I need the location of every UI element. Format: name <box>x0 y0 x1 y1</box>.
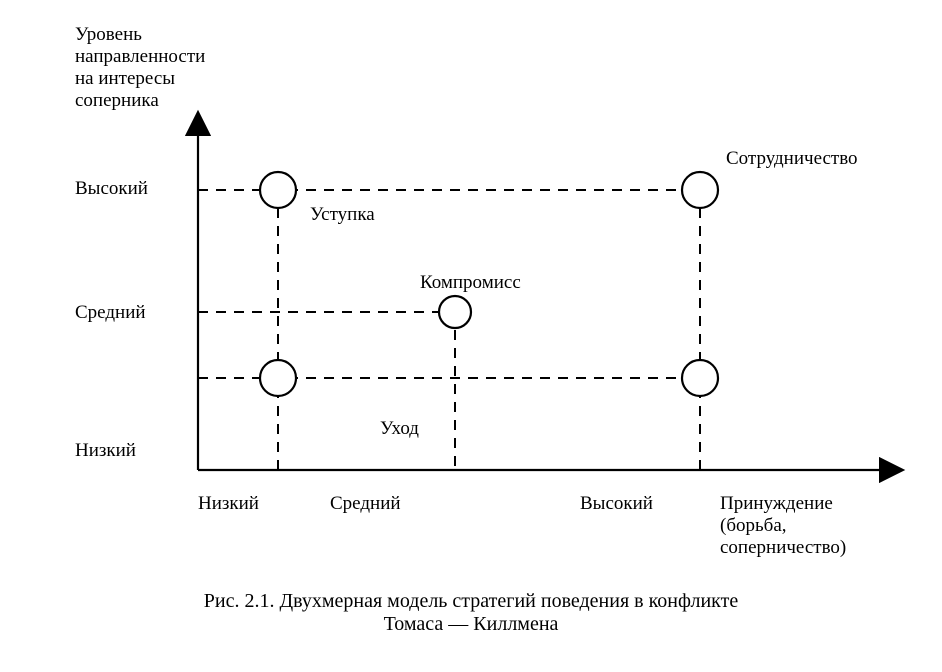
point-prinuzhdenie <box>682 360 718 396</box>
figure-caption: Рис. 2.1. Двухмерная модель стратегий по… <box>0 590 942 636</box>
point-ustupka <box>260 172 296 208</box>
point-label-kompromiss: Компромисс <box>420 272 521 294</box>
point-label-sotrudnichestvo: Сотрудничество <box>726 148 858 170</box>
x-tick-low: Низкий <box>198 493 259 515</box>
point-label-ustupka: Уступка <box>310 204 375 226</box>
point-kompromiss <box>439 296 471 328</box>
x-tick-mid: Средний <box>330 493 401 515</box>
point-sotrudnichestvo <box>682 172 718 208</box>
x-tick-high: Высокий <box>580 493 653 515</box>
y-axis-title: Уровень направленности на интересы сопер… <box>75 24 205 111</box>
point-label-ukhod: Уход <box>380 418 419 440</box>
point-ukhod <box>260 360 296 396</box>
figure-stage: Уровень направленности на интересы сопер… <box>0 0 942 672</box>
y-tick-low: Низкий <box>75 440 136 462</box>
x-axis-extra-label: Принуждение (борьба, соперничество) <box>720 493 846 559</box>
y-tick-mid: Средний <box>75 302 146 324</box>
y-tick-high: Высокий <box>75 178 148 200</box>
